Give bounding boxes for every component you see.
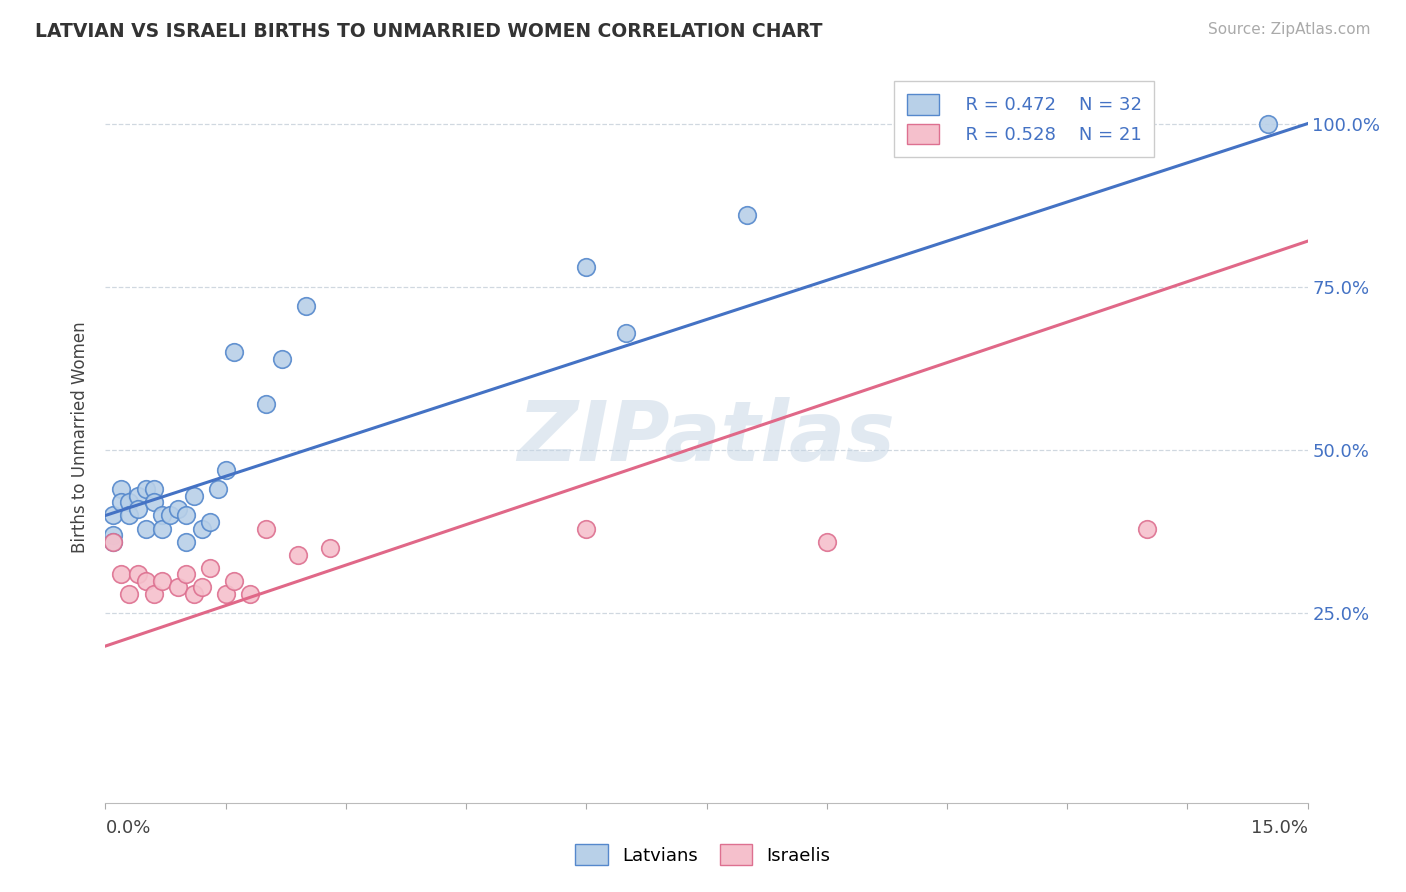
Point bbox=[575, 521, 598, 535]
Point bbox=[135, 521, 157, 535]
Point bbox=[254, 397, 277, 411]
Point bbox=[207, 483, 229, 497]
Point bbox=[214, 587, 236, 601]
Text: ZIPatlas: ZIPatlas bbox=[517, 397, 896, 477]
Point bbox=[287, 548, 309, 562]
Point bbox=[150, 521, 173, 535]
Point bbox=[135, 483, 157, 497]
Point bbox=[270, 351, 292, 366]
Point bbox=[183, 587, 205, 601]
Point bbox=[190, 521, 212, 535]
Point bbox=[254, 521, 277, 535]
Text: 15.0%: 15.0% bbox=[1250, 819, 1308, 837]
Point bbox=[150, 508, 173, 523]
Point bbox=[166, 502, 188, 516]
Point bbox=[575, 260, 598, 275]
Point bbox=[127, 489, 149, 503]
Legend: Latvians, Israelis: Latvians, Israelis bbox=[568, 837, 838, 872]
Point bbox=[103, 534, 125, 549]
Point bbox=[295, 300, 318, 314]
Point bbox=[183, 489, 205, 503]
Point bbox=[103, 534, 125, 549]
Text: LATVIAN VS ISRAELI BIRTHS TO UNMARRIED WOMEN CORRELATION CHART: LATVIAN VS ISRAELI BIRTHS TO UNMARRIED W… bbox=[35, 22, 823, 41]
Point bbox=[118, 495, 141, 509]
Point bbox=[735, 208, 758, 222]
Text: 0.0%: 0.0% bbox=[105, 819, 150, 837]
Point bbox=[214, 463, 236, 477]
Point bbox=[142, 483, 165, 497]
Point bbox=[174, 534, 197, 549]
Point bbox=[118, 508, 141, 523]
Point bbox=[159, 508, 181, 523]
Point bbox=[127, 502, 149, 516]
Point bbox=[319, 541, 342, 555]
Point bbox=[1257, 117, 1279, 131]
Text: Source: ZipAtlas.com: Source: ZipAtlas.com bbox=[1208, 22, 1371, 37]
Point bbox=[190, 580, 212, 594]
Legend:   R = 0.472    N = 32,   R = 0.528    N = 21: R = 0.472 N = 32, R = 0.528 N = 21 bbox=[894, 81, 1154, 157]
Point bbox=[174, 508, 197, 523]
Y-axis label: Births to Unmarried Women: Births to Unmarried Women bbox=[72, 321, 90, 553]
Point bbox=[174, 567, 197, 582]
Point bbox=[127, 567, 149, 582]
Point bbox=[110, 483, 132, 497]
Point bbox=[150, 574, 173, 588]
Point bbox=[222, 345, 245, 359]
Point bbox=[103, 508, 125, 523]
Point bbox=[103, 528, 125, 542]
Point bbox=[616, 326, 638, 340]
Point bbox=[239, 587, 262, 601]
Point bbox=[198, 560, 221, 574]
Point bbox=[110, 567, 132, 582]
Point bbox=[110, 495, 132, 509]
Point bbox=[222, 574, 245, 588]
Point bbox=[142, 587, 165, 601]
Point bbox=[142, 495, 165, 509]
Point bbox=[815, 534, 838, 549]
Point bbox=[166, 580, 188, 594]
Point bbox=[135, 574, 157, 588]
Point bbox=[118, 587, 141, 601]
Point bbox=[1136, 521, 1159, 535]
Point bbox=[198, 515, 221, 529]
